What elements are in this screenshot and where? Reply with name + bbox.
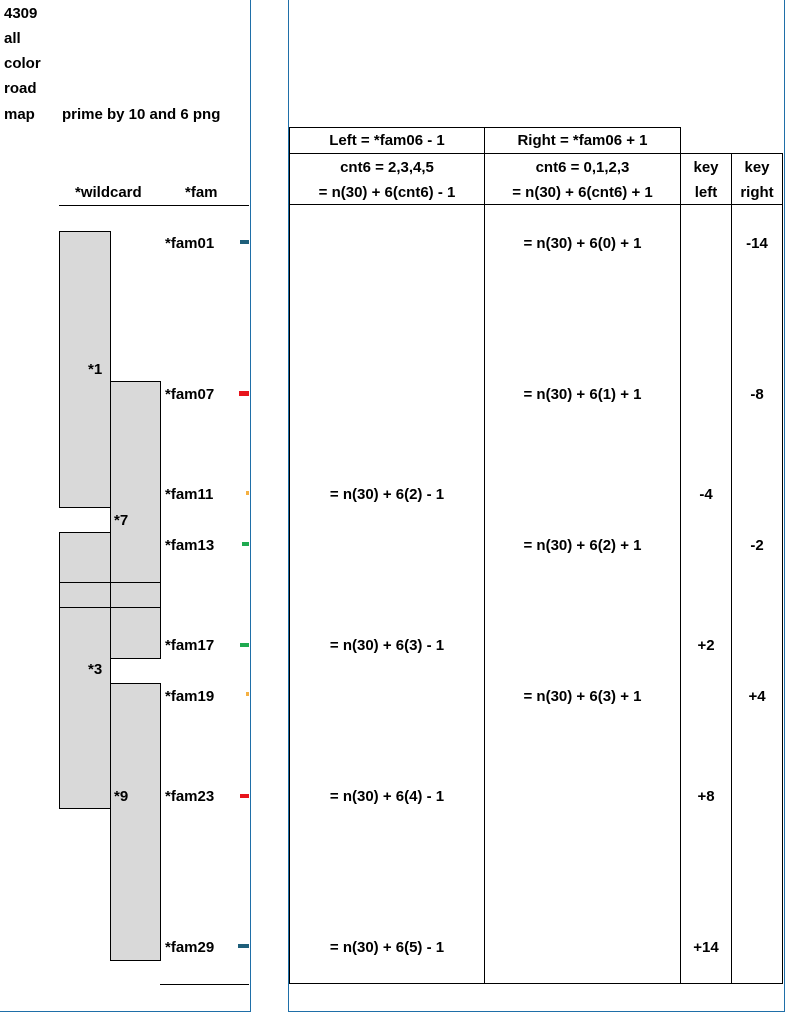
wildcard-block-3 (59, 532, 111, 809)
fam-color-marker-11 (246, 491, 249, 495)
left-cnt-header: cnt6 = 2,3,4,5 (340, 159, 434, 176)
table-col-right-edge (782, 153, 783, 984)
title-line-2: all (4, 30, 21, 47)
left-column-header: Left = *fam06 - 1 (329, 132, 445, 149)
key-right-header-1: key (744, 159, 770, 176)
key-right-header-2: right (740, 184, 774, 201)
row-right-formula: = n(30) + 6(1) + 1 (523, 386, 642, 403)
wildcard-bottom-line (160, 984, 249, 985)
wildcard-label-3: *3 (88, 661, 103, 678)
left-sheet-content: 4309 all color road map prime by 10 and … (0, 0, 249, 1012)
table-col-divider-2 (680, 127, 681, 984)
wildcard-label-9: *9 (114, 788, 129, 805)
table-col-divider-1 (484, 127, 485, 984)
right-formula-header: = n(30) + 6(cnt6) + 1 (512, 184, 653, 201)
table-top-line (289, 127, 681, 128)
fam-label-19: *fam19 (165, 688, 215, 705)
table-bottom-line (289, 983, 783, 984)
fam-color-marker-17 (240, 643, 249, 647)
fam-color-marker-01 (240, 240, 249, 244)
table-header-bottom (289, 204, 783, 205)
fam-label-01: *fam01 (165, 235, 215, 252)
row-left-formula: = n(30) + 6(4) - 1 (329, 788, 445, 805)
subtitle: prime by 10 and 6 png (62, 106, 221, 123)
title-line-5: map (4, 106, 35, 123)
wildcard-label-7: *7 (114, 512, 129, 529)
row-left-formula: = n(30) + 6(3) - 1 (329, 637, 445, 654)
wildcard-block-1 (59, 231, 111, 508)
col-header-wildcard: *wildcard (75, 184, 142, 201)
row-right-formula: = n(30) + 6(2) + 1 (523, 537, 642, 554)
row-left-formula: = n(30) + 6(2) - 1 (329, 486, 445, 503)
title-line-1: 4309 (4, 5, 38, 22)
right-column-header: Right = *fam06 + 1 (517, 132, 648, 149)
row-right-formula: = n(30) + 6(3) + 1 (523, 688, 642, 705)
fam-label-07: *fam07 (165, 386, 215, 403)
key-left-header-2: left (694, 184, 718, 201)
row-key-right: -8 (750, 386, 764, 403)
row-right-formula: = n(30) + 6(0) + 1 (523, 235, 642, 252)
left-formula-header: = n(30) + 6(cnt6) - 1 (318, 184, 456, 201)
row-key-left: -4 (699, 486, 713, 503)
fam-label-29: *fam29 (165, 939, 215, 956)
key-left-header-1: key (693, 159, 719, 176)
right-cnt-header: cnt6 = 0,1,2,3 (535, 159, 630, 176)
col-header-fam: *fam (185, 184, 218, 201)
fam-label-17: *fam17 (165, 637, 215, 654)
title-line-4: road (4, 80, 37, 97)
title-line-3: color (4, 55, 41, 72)
row-key-left: +14 (693, 939, 719, 956)
fam-color-marker-07 (239, 391, 249, 396)
wildcard-block-9 (110, 683, 161, 961)
fam-color-marker-13 (242, 542, 249, 546)
right-sheet-panel (288, 0, 785, 1012)
row-key-left: +2 (697, 637, 715, 654)
wildcard-block-7 (110, 381, 161, 659)
fam-label-13: *fam13 (165, 537, 215, 554)
row-key-right: -2 (750, 537, 764, 554)
table-header-split (289, 153, 783, 154)
fam-color-marker-19 (246, 692, 249, 696)
wildcard-divider-2 (59, 607, 161, 608)
header-underline (59, 205, 249, 206)
table-col-divider-3 (731, 153, 732, 984)
row-key-right: +4 (748, 688, 766, 705)
row-key-left: +8 (697, 788, 715, 805)
fam-color-marker-29 (238, 944, 249, 948)
wildcard-label-1: *1 (88, 361, 103, 378)
fam-label-11: *fam11 (165, 486, 214, 503)
row-key-right: -14 (746, 235, 768, 252)
row-left-formula: = n(30) + 6(5) - 1 (329, 939, 445, 956)
wildcard-divider-1 (59, 582, 161, 583)
table-col-left-edge (289, 127, 290, 984)
fam-color-marker-23 (240, 794, 249, 798)
fam-label-23: *fam23 (165, 788, 215, 805)
